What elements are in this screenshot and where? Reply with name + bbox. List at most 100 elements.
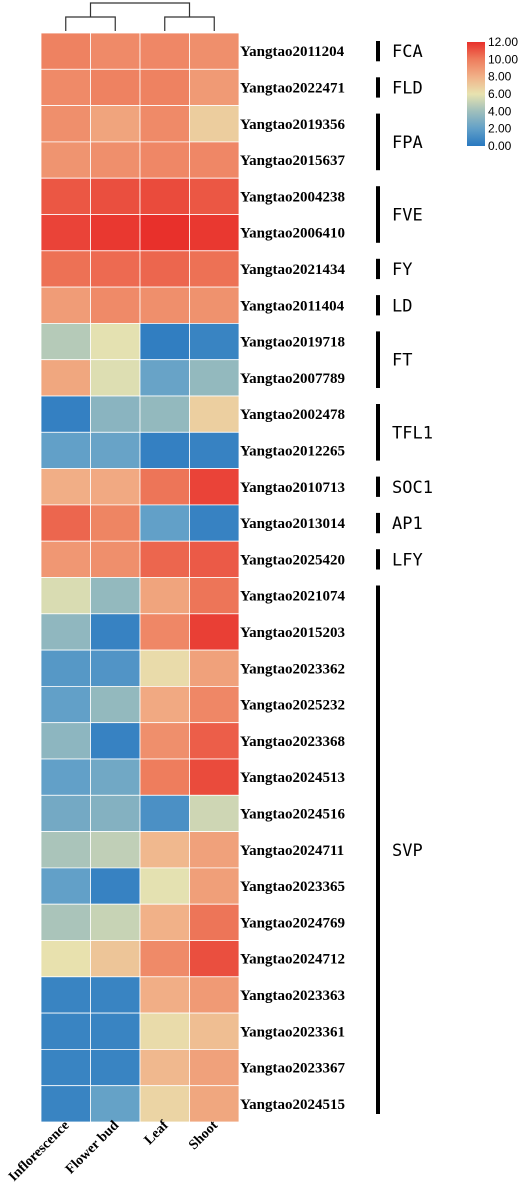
heatmap-cell: [139, 976, 190, 1014]
heatmap-cells: [40, 32, 240, 1123]
colorbar-tick-label: 6.00: [488, 87, 512, 101]
colorbar-tick-label: 10.00: [488, 52, 518, 66]
heatmap-cell: [189, 758, 240, 796]
heatmap-cell: [189, 504, 240, 542]
heatmap-cell: [189, 831, 240, 869]
heatmap-cell: [40, 613, 91, 651]
group-label: AP1: [392, 514, 423, 534]
heatmap-cell: [189, 68, 240, 107]
heatmap-cell: [40, 359, 91, 397]
heatmap-cell: [40, 105, 91, 143]
heatmap-cell: [139, 758, 190, 796]
column-label: Flower bud: [63, 1118, 122, 1177]
heatmap-cell: [139, 214, 190, 252]
column-label: Leaf: [142, 1118, 172, 1148]
row-label: Yangtao2004238: [240, 189, 345, 205]
heatmap-cell: [139, 940, 190, 978]
heatmap-cell: [40, 322, 91, 361]
heatmap-cell: [90, 1049, 141, 1087]
row-label: Yangtao2015203: [240, 625, 345, 641]
row-label: Yangtao2013014: [240, 516, 346, 532]
heatmap-cell: [189, 105, 240, 143]
colorbar-tick-label: 2.00: [488, 122, 512, 136]
group-label: FPA: [392, 133, 423, 153]
row-label: Yangtao2025420: [240, 552, 345, 568]
heatmap-cell: [40, 794, 91, 832]
heatmap-cell: [40, 1012, 91, 1050]
heatmap-cell: [90, 322, 141, 361]
heatmap-cell: [40, 940, 91, 978]
heatmap-cell: [139, 177, 190, 215]
heatmap-cell: [189, 613, 240, 651]
heatmap-cell: [139, 504, 190, 542]
dendrogram-branch: [65, 16, 116, 31]
group-label: FCA: [392, 42, 423, 62]
heatmap-cell: [90, 177, 141, 215]
heatmap-cell: [90, 794, 141, 832]
row-label: Yangtao2024515: [240, 1097, 345, 1113]
heatmap-cell: [40, 32, 91, 70]
heatmap-cell: [189, 214, 240, 252]
colorbar-tick-label: 8.00: [488, 70, 512, 84]
gene-group-brackets: FCA FLD FPA FVE FY LD FT TFL1 SOC1 AP1 LFY SVP: [376, 41, 433, 1114]
heatmap-cell: [90, 649, 141, 687]
heatmap-cell: [90, 250, 141, 288]
row-label: Yangtao2022471: [240, 80, 345, 96]
heatmap-cell: [139, 613, 190, 651]
heatmap-cell: [40, 468, 91, 506]
heatmap-cell: [189, 431, 240, 469]
colorbar-tick-label: 0.00: [488, 139, 512, 153]
column-label: Shoot: [186, 1118, 221, 1153]
heatmap-cell: [139, 540, 190, 578]
row-label: Yangtao2024712: [240, 952, 345, 968]
row-label: Yangtao2006410: [240, 226, 345, 242]
heatmap-cell: [189, 686, 240, 724]
heatmap-cell: [139, 722, 190, 760]
heatmap-cell: [40, 976, 91, 1014]
heatmap-cell: [90, 940, 141, 978]
heatmap-cell: [40, 431, 91, 469]
row-label: Yangtao2023362: [240, 661, 345, 677]
row-label: Yangtao2019718: [240, 335, 345, 351]
heatmap-cell: [90, 540, 141, 578]
heatmap-cell: [90, 395, 141, 433]
heatmap-cell: [139, 105, 190, 143]
row-label: Yangtao2024711: [240, 843, 344, 859]
heatmap-cell: [90, 722, 141, 760]
group-label: FLD: [392, 78, 423, 98]
heatmap-cell: [189, 250, 240, 288]
heatmap-cell: [139, 1049, 190, 1087]
heatmap-cell: [189, 649, 240, 687]
row-label: Yangtao2023367: [240, 1061, 346, 1077]
heatmap-cell: [189, 722, 240, 760]
row-label: Yangtao2007789: [240, 371, 345, 387]
group-label: SOC1: [392, 478, 433, 498]
heatmap-cell: [139, 359, 190, 397]
heatmap-cell: [40, 395, 91, 433]
heatmap-cell: [90, 758, 141, 796]
heatmap-cell: [139, 903, 190, 941]
row-label: Yangtao2012265: [240, 443, 345, 459]
colorbar-tick-label: 4.00: [488, 104, 512, 118]
row-label: Yangtao2021434: [240, 262, 346, 278]
heatmap-cell: [90, 577, 141, 615]
heatmap-cell: [90, 1012, 141, 1050]
color-legend: 12.00 10.00 8.00 6.00 4.00 2.00 0.00: [467, 35, 518, 153]
heatmap-cell: [90, 431, 141, 469]
group-label: FVE: [392, 206, 423, 226]
heatmap-cell: [40, 903, 91, 941]
heatmap-cell: [189, 468, 240, 506]
heatmap-cell: [90, 1085, 141, 1123]
heatmap-cell: [139, 141, 190, 179]
row-label: Yangtao2023368: [240, 734, 345, 750]
row-label: Yangtao2011204: [240, 44, 345, 60]
heatmap-cell: [90, 105, 141, 143]
heatmap-cell: [40, 286, 91, 324]
colorbar: [467, 42, 485, 146]
row-label: Yangtao2023363: [240, 988, 345, 1004]
heatmap-cell: [40, 177, 91, 215]
heatmap-cell: [189, 177, 240, 215]
group-label: SVP: [392, 841, 423, 861]
